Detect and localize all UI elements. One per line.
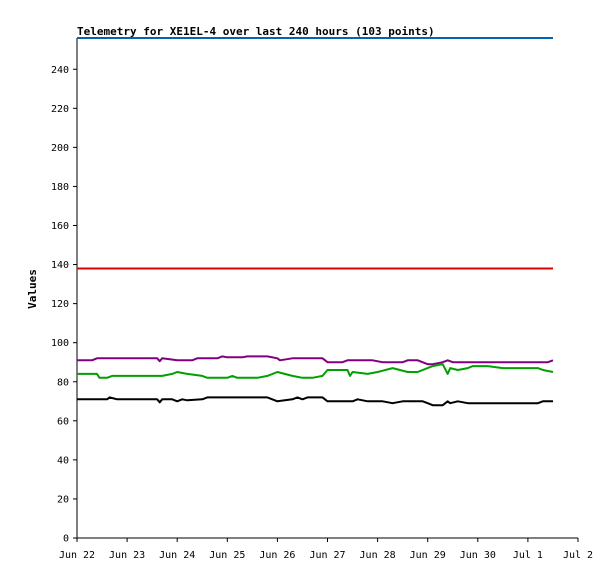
y-tick-label: 200 xyxy=(51,143,69,154)
y-ticks: 0 20 40 60 80 100 120 140 160 180 200 220 240 xyxy=(51,65,77,545)
y-tick-label: 40 xyxy=(57,455,69,466)
series-group xyxy=(77,37,554,407)
y-tick-label: 120 xyxy=(51,299,69,310)
x-tick-label: Jul 1 xyxy=(513,550,543,561)
y-tick-label: 60 xyxy=(57,416,69,427)
x-tick-label: Jun 22 xyxy=(59,550,95,561)
axes xyxy=(76,38,578,539)
y-tick-label: 240 xyxy=(51,65,69,76)
series-line-5 xyxy=(77,396,553,407)
series-line-4 xyxy=(77,363,554,379)
x-tick-label: Jun 29 xyxy=(410,550,446,561)
x-tick-label: Jun 23 xyxy=(109,550,145,561)
y-axis-label: Values xyxy=(26,269,39,309)
y-tick-label: 100 xyxy=(51,338,69,349)
x-tick-label: Jun 27 xyxy=(309,550,345,561)
series-line-3 xyxy=(77,355,554,366)
chart-title: Telemetry for XE1EL-4 over last 240 hour… xyxy=(77,25,435,38)
x-tick-label: Jun 25 xyxy=(209,550,245,561)
y-tick-label: 20 xyxy=(57,494,69,505)
y-tick-label: 80 xyxy=(57,377,69,388)
y-tick-label: 220 xyxy=(51,104,69,115)
x-tick-label: Jun 28 xyxy=(360,550,396,561)
x-tick-label: Jun 26 xyxy=(259,550,295,561)
x-ticks: Jun 22 Jun 23 Jun 24 Jun 25 Jun 26 Jun 27 Jun … xyxy=(59,538,593,561)
y-tick-label: 140 xyxy=(51,260,69,271)
y-tick-label: 160 xyxy=(51,221,69,232)
y-tick-label: 180 xyxy=(51,182,69,193)
y-tick-label: 0 xyxy=(63,534,69,545)
x-tick-label: Jul 2 xyxy=(563,550,593,561)
x-tick-label: Jun 30 xyxy=(460,550,496,561)
x-tick-label: Jun 24 xyxy=(159,550,195,561)
